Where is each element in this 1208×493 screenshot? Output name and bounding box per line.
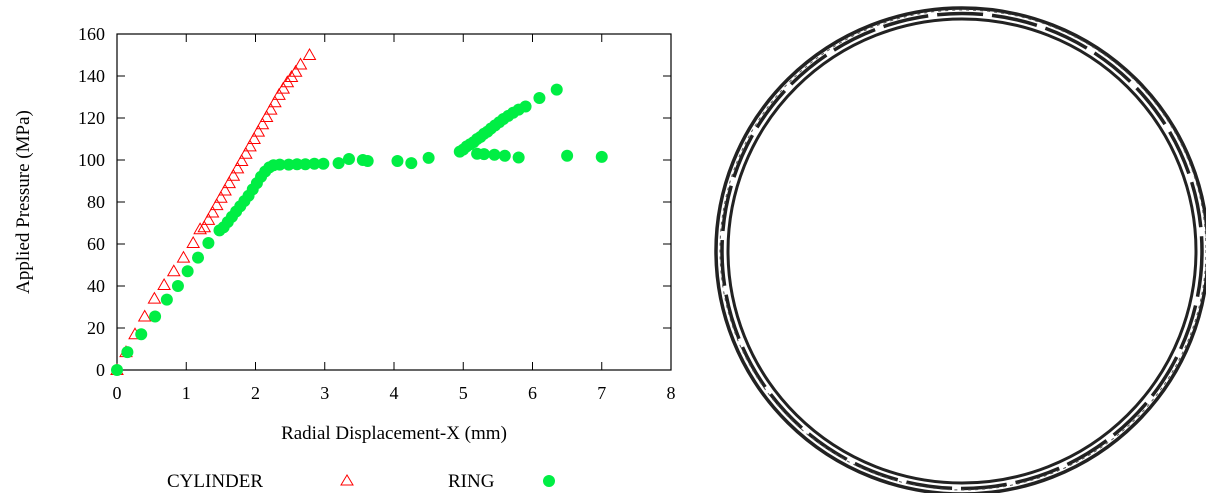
ring-point [332, 157, 345, 170]
ring-mid-line [720, 11, 1204, 491]
ring-point [299, 158, 312, 171]
ring-point [405, 157, 418, 170]
ring-series [111, 83, 608, 376]
ring-outer-edge [714, 6, 1206, 493]
ring-point [135, 328, 148, 341]
cylinder-point [272, 87, 286, 100]
axis-ticks [116, 33, 672, 371]
cylinder-point [234, 154, 249, 167]
ring-point [171, 280, 184, 292]
ring-point [422, 151, 435, 164]
cylinder-point [222, 176, 237, 189]
cylinder-point [251, 124, 266, 137]
ring-point [342, 152, 355, 165]
cylinder-point [263, 102, 278, 115]
ring-point [160, 293, 173, 306]
cylinder-point [259, 109, 274, 122]
legend-label-cylinder: CYLINDER [167, 471, 263, 492]
cylinder-point [302, 47, 317, 60]
cylinder-point [157, 277, 171, 290]
legend: CYLINDER RING [167, 471, 555, 492]
y-tick-label: 80 [87, 192, 105, 212]
x-tick-label: 0 [113, 383, 122, 403]
y-tick-label: 0 [96, 360, 105, 380]
legend-marker-cylinder [340, 474, 354, 486]
cylinder-point [230, 161, 245, 174]
ring-point [192, 251, 205, 264]
cylinder-point [147, 291, 162, 304]
cylinder-point [276, 81, 291, 94]
ring-point [550, 83, 563, 96]
cylinder-point [197, 220, 212, 233]
cylinder-point [214, 190, 228, 203]
ring-point [121, 346, 134, 359]
ring-point [181, 265, 194, 278]
ring-outline [714, 6, 1206, 493]
cylinder-point [255, 117, 270, 130]
cylinder-point [218, 183, 232, 196]
y-tick-label: 60 [87, 234, 105, 254]
y-tick-label: 40 [87, 276, 105, 296]
ring-point [273, 158, 286, 171]
legend-label-ring: RING [448, 471, 495, 492]
x-tick-label: 1 [182, 383, 191, 403]
y-tick-label: 120 [78, 108, 105, 128]
y-axis-title: Applied Pressure (MPa) [13, 110, 34, 294]
ring-shadow-line [719, 9, 1206, 491]
x-tick-label: 5 [459, 383, 468, 403]
ring-deformation-figure [714, 6, 1206, 493]
cylinder-point [243, 139, 257, 152]
ring-point [291, 158, 304, 171]
cylinder-point [247, 131, 261, 144]
cylinder-point [166, 264, 181, 277]
y-tick-label: 140 [78, 66, 105, 86]
ring-point [498, 149, 511, 162]
ring-point [111, 364, 123, 376]
ring-point [533, 92, 546, 105]
ring-point [391, 155, 404, 168]
ring-point [519, 100, 532, 113]
y-tick-label: 160 [78, 24, 105, 44]
ring-point [595, 150, 608, 163]
cylinder-point [226, 168, 241, 181]
cylinder-point [205, 205, 220, 218]
ring-point [202, 236, 215, 249]
cylinder-point [238, 146, 253, 159]
x-tick-label: 8 [667, 383, 676, 403]
cylinder-point [201, 212, 216, 225]
ring-point [308, 157, 321, 170]
ring-point [317, 157, 330, 170]
ring-point [561, 149, 574, 162]
x-axis-title: Radial Displacement-X (mm) [281, 423, 507, 444]
cylinder-point [293, 57, 308, 70]
legend-marker-ring [543, 475, 555, 487]
cylinder-point [288, 64, 303, 77]
cylinder-point [193, 222, 207, 235]
ring-point [478, 148, 491, 161]
x-tick-label: 3 [320, 383, 329, 403]
x-tick-label: 4 [390, 383, 399, 403]
x-tick-label: 7 [597, 383, 606, 403]
x-tick-label: 2 [251, 383, 260, 403]
cylinder-point [209, 198, 224, 211]
cylinder-series [110, 47, 317, 375]
x-tick-label: 6 [528, 383, 537, 403]
cylinder-point [176, 250, 191, 263]
y-tick-label: 100 [78, 150, 105, 170]
ring-point [512, 151, 525, 164]
ring-point [361, 155, 374, 168]
plot-frame [116, 33, 672, 371]
cylinder-point [186, 235, 201, 248]
cylinder-point [137, 309, 152, 322]
ring-inner-edge [726, 17, 1198, 485]
ring-point [488, 148, 501, 161]
y-tick-label: 20 [87, 318, 105, 338]
ring-point [149, 310, 162, 323]
cylinder-point [268, 95, 282, 108]
